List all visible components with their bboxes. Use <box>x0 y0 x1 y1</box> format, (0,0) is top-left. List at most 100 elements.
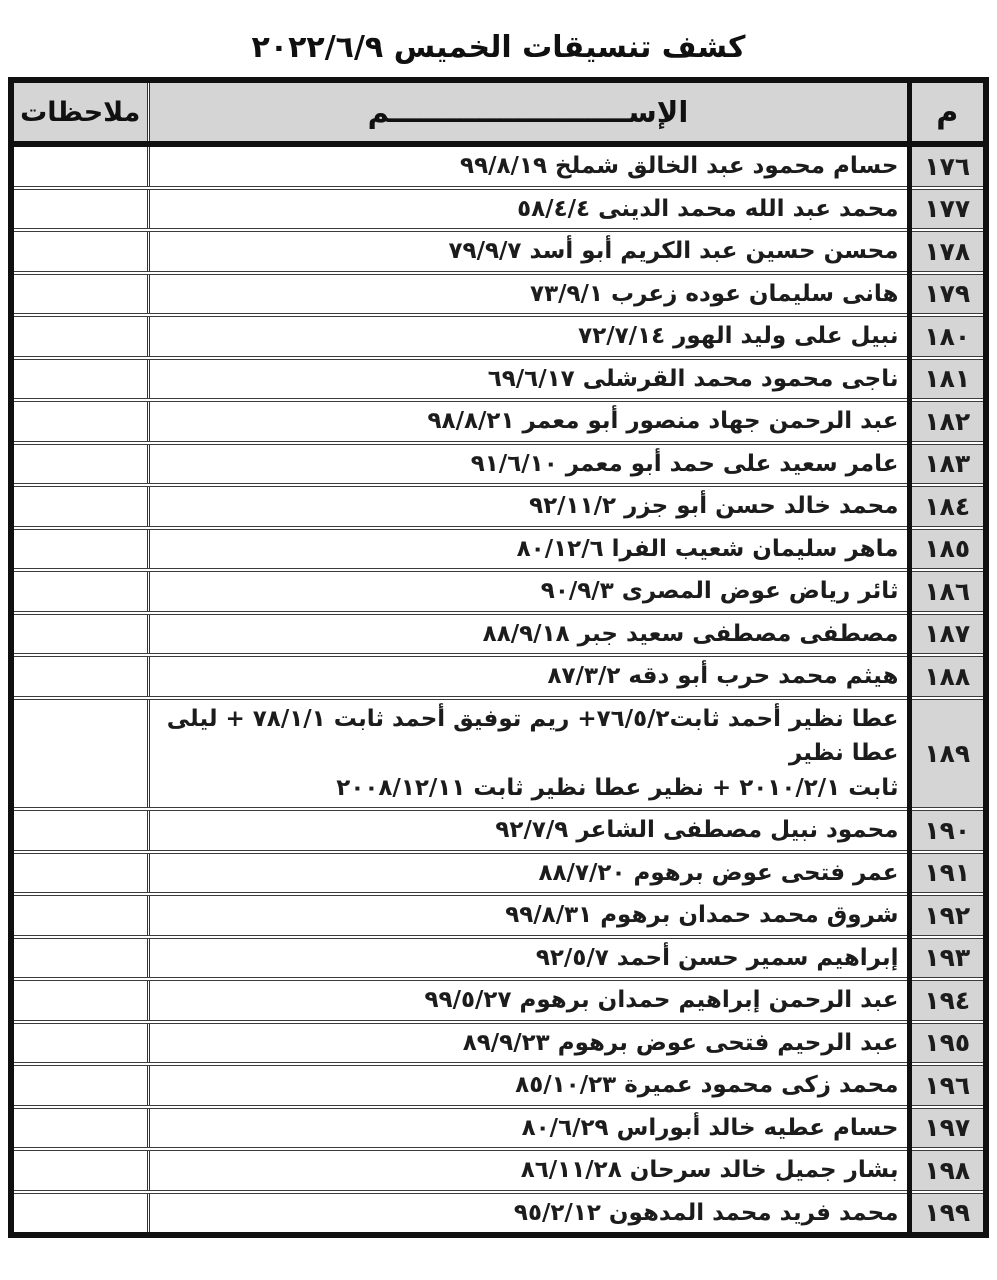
row-number-cell: ١٩٢ <box>906 894 986 939</box>
row-number-cell: ١٨٠ <box>906 315 986 360</box>
row-name-cell: محمد زكى محمود عميرة ٨٥/١٠/٢٣ <box>148 1064 909 1109</box>
table-row: ١٧٦ حسام محمود عبد الخالق شملخ ٩٩/٨/١٩ <box>11 144 986 190</box>
row-name-cell: محسن حسين عبد الكريم أبو أسد ٧٩/٩/٧ <box>148 230 909 275</box>
table-row: ١٩٤ عبد الرحمن إبراهيم حمدان برهوم ٩٩/٥/٢… <box>11 979 986 1024</box>
table-row: ١٩٧ حسام عطيه خالد أبوراس ٨٠/٦/٢٩ <box>11 1106 986 1151</box>
row-name-cell: حسام عطيه خالد أبوراس ٨٠/٦/٢٩ <box>148 1106 909 1151</box>
table-row: ١٩٥ عبد الرحيم فتحى عوض برهوم ٨٩/٩/٢٣ <box>11 1021 986 1066</box>
row-name-cell: ثائر رياض عوض المصرى ٩٠/٩/٣ <box>148 570 909 615</box>
row-notes-cell <box>11 612 150 657</box>
row-number-cell: ١٩٠ <box>906 809 986 854</box>
table-header: م الإســــــــــــــــــــــــم ملاحظات <box>11 80 986 147</box>
row-number-cell: ١٨٣ <box>906 442 986 487</box>
row-number-cell: ١٨٧ <box>906 612 986 657</box>
row-notes-cell <box>11 144 150 190</box>
table-row: ١٨٧ مصطفى مصطفى سعيد جبر ٨٨/٩/١٨ <box>11 612 986 657</box>
table-body: ١٧٦ حسام محمود عبد الخالق شملخ ٩٩/٨/١٩ ١٧٧… <box>11 144 986 1237</box>
table-row: ١٨١ ناجى محمود محمد القرشلى ٦٩/٦/١٧ <box>11 357 986 402</box>
table-row: ١٩١ عمر فتحى عوض برهوم ٨٨/٧/٢٠ <box>11 851 986 896</box>
table-row: ١٧٨ محسن حسين عبد الكريم أبو أسد ٧٩/٩/٧ <box>11 230 986 275</box>
row-number-cell: ١٨١ <box>906 357 986 402</box>
row-notes-cell <box>11 1106 150 1151</box>
table-row: ١٧٧ محمد عبد الله محمد الدينى ٥٨/٤/٤ <box>11 187 986 232</box>
row-number-cell: ١٧٦ <box>906 144 986 190</box>
row-number-cell: ١٩٤ <box>906 979 986 1024</box>
table-row: ١٨٣ عامر سعيد على حمد أبو معمر ٩١/٦/١٠ <box>11 442 986 487</box>
row-number-cell: ١٨٢ <box>906 400 986 445</box>
row-name-cell: ناجى محمود محمد القرشلى ٦٩/٦/١٧ <box>148 357 909 402</box>
table-row: ١٨٢ عبد الرحمن جهاد منصور أبو معمر ٩٨/٨/٢… <box>11 400 986 445</box>
row-name-cell: عبد الرحمن جهاد منصور أبو معمر ٩٨/٨/٢١ <box>148 400 909 445</box>
row-name-cell: هانى سليمان عوده زعرب ٧٣/٩/١ <box>148 272 909 317</box>
table-row: ١٨٩ عطا نظير أحمد ثابت٧٦/٥/٢+ ريم توفيق أ… <box>11 697 986 811</box>
table-row: ١٨٥ ماهر سليمان شعيب الفرا ٨٠/١٢/٦ <box>11 527 986 572</box>
row-name-cell: شروق محمد حمدان برهوم ٩٩/٨/٣١ <box>148 894 909 939</box>
row-name-cell: إبراهيم سمير حسن أحمد ٩٢/٥/٧ <box>148 936 909 981</box>
header-number-column: م <box>906 80 986 147</box>
row-notes-cell <box>11 936 150 981</box>
row-notes-cell <box>11 485 150 530</box>
row-notes-cell <box>11 315 150 360</box>
row-name-cell: مصطفى مصطفى سعيد جبر ٨٨/٩/١٨ <box>148 612 909 657</box>
table-row: ١٨٨ هيثم محمد حرب أبو دقه ٨٧/٣/٢ <box>11 655 986 700</box>
table-row: ١٩٩ محمد فريد محمد المدهون ٩٥/٢/١٢ <box>11 1191 986 1237</box>
table-row: ١٨٠ نبيل على وليد الهور ٧٢/٧/١٤ <box>11 315 986 360</box>
row-number-cell: ١٩١ <box>906 851 986 896</box>
row-notes-cell <box>11 442 150 487</box>
row-notes-cell <box>11 187 150 232</box>
row-number-cell: ١٩٧ <box>906 1106 986 1151</box>
row-notes-cell <box>11 851 150 896</box>
row-notes-cell <box>11 400 150 445</box>
row-name-cell: هيثم محمد حرب أبو دقه ٨٧/٣/٢ <box>148 655 909 700</box>
row-notes-cell <box>11 894 150 939</box>
table-row: ١٩٠ محمود نبيل مصطفى الشاعر ٩٢/٧/٩ <box>11 809 986 854</box>
table-row: ١٩٦ محمد زكى محمود عميرة ٨٥/١٠/٢٣ <box>11 1064 986 1109</box>
row-notes-cell <box>11 979 150 1024</box>
row-number-cell: ١٧٨ <box>906 230 986 275</box>
table-row: ١٨٤ محمد خالد حسن أبو جزر ٩٢/١١/٢ <box>11 485 986 530</box>
row-name-cell: نبيل على وليد الهور ٧٢/٧/١٤ <box>148 315 909 360</box>
row-name-cell: عمر فتحى عوض برهوم ٨٨/٧/٢٠ <box>148 851 909 896</box>
row-notes-cell <box>11 1021 150 1066</box>
row-name-cell: حسام محمود عبد الخالق شملخ ٩٩/٨/١٩ <box>148 144 909 190</box>
row-name-cell: عبد الرحيم فتحى عوض برهوم ٨٩/٩/٢٣ <box>148 1021 909 1066</box>
header-name-column: الإســــــــــــــــــــــــم <box>148 80 909 147</box>
row-number-cell: ١٩٥ <box>906 1021 986 1066</box>
row-number-cell: ١٩٦ <box>906 1064 986 1109</box>
row-notes-cell <box>11 1064 150 1109</box>
row-name-cell: محمود نبيل مصطفى الشاعر ٩٢/٧/٩ <box>148 809 909 854</box>
row-notes-cell <box>11 527 150 572</box>
row-name-cell: عبد الرحمن إبراهيم حمدان برهوم ٩٩/٥/٢٧ <box>148 979 909 1024</box>
row-number-cell: ١٨٦ <box>906 570 986 615</box>
row-name-cell: بشار جميل خالد سرحان ٨٦/١١/٢٨ <box>148 1149 909 1194</box>
row-number-cell: ١٧٧ <box>906 187 986 232</box>
row-number-cell: ١٩٨ <box>906 1149 986 1194</box>
table-row: ١٨٦ ثائر رياض عوض المصرى ٩٠/٩/٣ <box>11 570 986 615</box>
row-notes-cell <box>11 570 150 615</box>
header-row: م الإســــــــــــــــــــــــم ملاحظات <box>11 80 986 147</box>
row-notes-cell <box>11 230 150 275</box>
row-number-cell: ١٨٥ <box>906 527 986 572</box>
row-name-cell: عامر سعيد على حمد أبو معمر ٩١/٦/١٠ <box>148 442 909 487</box>
row-notes-cell <box>11 655 150 700</box>
row-name-cell: عطا نظير أحمد ثابت٧٦/٥/٢+ ريم توفيق أحمد… <box>148 697 909 811</box>
row-notes-cell <box>11 1191 150 1237</box>
row-notes-cell <box>11 357 150 402</box>
row-number-cell: ١٩٩ <box>906 1191 986 1237</box>
row-name-cell: محمد فريد محمد المدهون ٩٥/٢/١٢ <box>148 1191 909 1237</box>
page-title: كشف تنسيقات الخميس ٢٠٢٢/٦/٩ <box>251 30 746 65</box>
row-name-cell: ماهر سليمان شعيب الفرا ٨٠/١٢/٦ <box>148 527 909 572</box>
table-row: ١٩٢ شروق محمد حمدان برهوم ٩٩/٨/٣١ <box>11 894 986 939</box>
row-notes-cell <box>11 1149 150 1194</box>
row-number-cell: ١٨٩ <box>906 697 986 811</box>
table-row: ١٩٨ بشار جميل خالد سرحان ٨٦/١١/٢٨ <box>11 1149 986 1194</box>
row-notes-cell <box>11 272 150 317</box>
roster-table: م الإســــــــــــــــــــــــم ملاحظات … <box>8 77 989 1238</box>
row-number-cell: ١٧٩ <box>906 272 986 317</box>
row-name-cell: محمد عبد الله محمد الدينى ٥٨/٤/٤ <box>148 187 909 232</box>
table-row: ١٧٩ هانى سليمان عوده زعرب ٧٣/٩/١ <box>11 272 986 317</box>
row-number-cell: ١٨٨ <box>906 655 986 700</box>
row-number-cell: ١٩٣ <box>906 936 986 981</box>
row-number-cell: ١٨٤ <box>906 485 986 530</box>
